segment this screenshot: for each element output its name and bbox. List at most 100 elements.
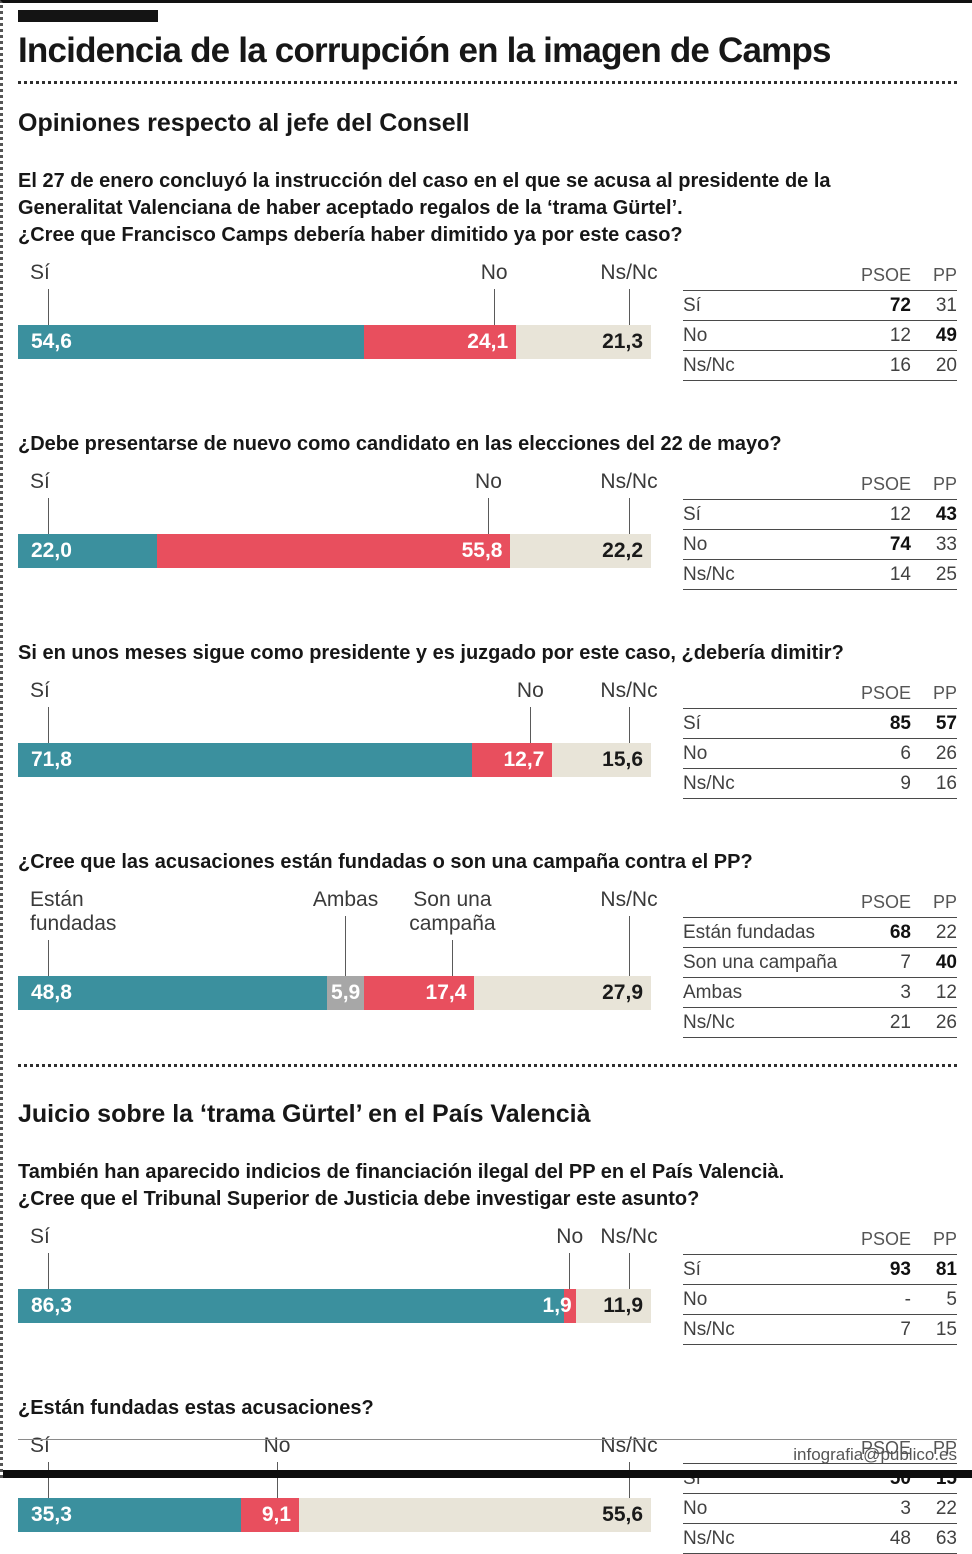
table-cell-pp: 26	[911, 1007, 957, 1038]
bar-value: 22,2	[602, 539, 644, 562]
stacked-bar-chart: Sí No Ns/Nc 71,8 12,7 15,6	[18, 679, 658, 777]
bar-value: 22,0	[31, 539, 72, 562]
table-cell-label: Sí	[683, 708, 849, 739]
label-connector-line	[345, 916, 347, 976]
table-row: Ns/Nc 7 15	[683, 1314, 957, 1345]
table-cell-pp: 15	[911, 1463, 957, 1494]
breakdown-table: PSOE PP Sí 93 81 No -5 Ns/Nc 7 15	[683, 1225, 957, 1345]
stacked-bar: 54,6 24,1 21,3	[18, 325, 651, 359]
bar-segment-no: 12,7	[472, 743, 553, 777]
table-header-psoe: PSOE	[849, 263, 911, 291]
table-header-pp: PP	[911, 472, 957, 500]
segment-label-line: No	[480, 261, 508, 284]
label-connector-line	[487, 498, 489, 534]
segment-label: Sí	[30, 679, 180, 743]
section-intro-1: El 27 de enero concluyó la instrucción d…	[18, 168, 957, 249]
table-row: Sí 72 31	[683, 290, 957, 321]
table-cell-pp: 12	[911, 977, 957, 1008]
table-header-row: PSOE PP	[683, 890, 957, 918]
segment-label: Sí	[30, 261, 180, 325]
section-heading-2: Juicio sobre la ‘trama Gürtel’ en el Paí…	[18, 1100, 591, 1128]
section-divider	[18, 1064, 957, 1067]
segment-label-line: campaña	[409, 912, 496, 935]
bar-value: 1,9	[542, 1294, 572, 1317]
table-cell-label: Sí	[683, 1254, 849, 1285]
table-cell-label: Ambas	[683, 977, 849, 1008]
breakdown-table-grid: PSOE PP Están fundadas 68 22 Son una campaña 7…	[683, 890, 957, 1038]
intro-line: Generalitat Valenciana de haber aceptado…	[18, 197, 683, 219]
stacked-bar-chart: Están fundadas Ambas Son una campaña Ns/Nc 48,…	[18, 888, 658, 1010]
segment-label-line: Ns/Nc	[600, 261, 658, 284]
table-header-psoe: PSOE	[849, 472, 911, 500]
table-cell-label: Están fundadas	[683, 917, 849, 948]
segment-label: No	[413, 470, 563, 534]
table-cell-label: Ns/Nc	[683, 1007, 849, 1038]
question-text: ¿Debe presentarse de nuevo como candidat…	[18, 433, 782, 455]
breakdown-table: PSOE PP Sí 72 31 No 12 49 Ns/Nc 16 20	[683, 261, 957, 381]
table-row: Sí 93 81	[683, 1254, 957, 1285]
table-cell-psoe: 72	[849, 290, 911, 321]
table-row: Ambas 3 12	[683, 977, 957, 1008]
bar-segment-no: 9,1	[241, 1498, 300, 1532]
segment-label-line: No	[475, 470, 502, 493]
table-row: No 12 49	[683, 320, 957, 351]
bar-segment-nsnc: 11,9	[575, 1289, 651, 1323]
table-cell-psoe: 3	[849, 1493, 911, 1524]
bar-segment-nsnc: 55,6	[299, 1498, 652, 1532]
bar-segment-si: 35,3	[18, 1498, 242, 1532]
bar-segment-si: 54,6	[18, 325, 364, 359]
table-cell-psoe: 48	[849, 1523, 911, 1554]
page-title: Incidencia de la corrupción en la imagen…	[18, 31, 832, 70]
table-row: Ns/Nc 48 63	[683, 1523, 957, 1554]
segment-label: No	[419, 261, 569, 325]
table-row: Ns/Nc 21 26	[683, 1007, 957, 1038]
section-heading-1: Opiniones respecto al jefe del Consell	[18, 109, 470, 137]
bar-segment-nsnc: 22,2	[510, 534, 652, 568]
table-cell-label: Sí	[683, 1463, 849, 1494]
segment-label: No	[495, 1225, 645, 1289]
bar-value: 27,9	[602, 981, 643, 1004]
bar-value: 86,3	[31, 1294, 72, 1317]
segment-label-line: Ns/Nc	[600, 679, 658, 702]
table-row: Sí 50 15	[683, 1463, 957, 1494]
chart-label-layer: Están fundadas Ambas Son una campaña Ns/Nc	[18, 888, 658, 976]
table-cell-label: No	[683, 529, 849, 560]
segment-label-line: Ambas	[312, 888, 379, 911]
table-cell-pp: 31	[911, 290, 957, 321]
question-text: Si en unos meses sigue como presidente y…	[18, 642, 844, 664]
table-head: PSOE PP	[683, 263, 957, 291]
segment-label-line: Sí	[30, 679, 50, 702]
table-row: No 6 26	[683, 738, 957, 769]
table-header-row: PSOE PP	[683, 1227, 957, 1255]
chart-row: Sí No Ns/Nc 71,8 12,7 15,6 PSOE PP Sí 85 57 No 6 26 Ns…	[18, 679, 957, 799]
table-header-label	[683, 681, 849, 709]
segment-label-line: Sí	[30, 1225, 50, 1248]
table-header-pp: PP	[911, 1227, 957, 1255]
table-cell-label: Sí	[683, 499, 849, 530]
table-cell-label: Ns/Nc	[683, 559, 849, 590]
stacked-bar: 22,0 55,8 22,2	[18, 534, 652, 568]
bar-value: 5,9	[331, 981, 361, 1004]
chart-label-layer: Sí No Ns/Nc	[18, 679, 658, 743]
table-cell-label: Ns/Nc	[683, 768, 849, 799]
table-cell-label: No	[683, 1493, 849, 1524]
segment-label: Son una campaña	[377, 888, 527, 976]
table-header-label	[683, 890, 849, 918]
table-cell-pp: 40	[911, 947, 957, 978]
table-cell-label: Ns/Nc	[683, 1523, 849, 1554]
bar-segment-si: 48,8	[18, 976, 327, 1010]
section-blocks-2: Sí No Ns/Nc 86,3 1,9 11,9 PSOE PP Sí 93 81 No -5 Ns/N…	[18, 1225, 957, 1554]
table-cell-pp: 33	[911, 529, 957, 560]
bar-value: 21,3	[602, 330, 643, 353]
label-connector-line	[48, 707, 49, 743]
breakdown-table-grid: PSOE PP Sí 72 31 No 12 49 Ns/Nc 16 20	[683, 263, 957, 381]
question-text: ¿Cree que las acusaciones están fundadas…	[18, 851, 753, 873]
breakdown-table-grid: PSOE PP Sí 93 81 No -5 Ns/Nc 7 15	[683, 1227, 957, 1345]
table-cell-psoe: 12	[849, 320, 911, 351]
label-connector-line	[48, 289, 49, 325]
table-cell-psoe: -	[849, 1284, 911, 1315]
label-connector-line	[628, 289, 630, 325]
label-connector-line	[48, 1253, 49, 1289]
bar-value: 71,8	[31, 748, 72, 771]
